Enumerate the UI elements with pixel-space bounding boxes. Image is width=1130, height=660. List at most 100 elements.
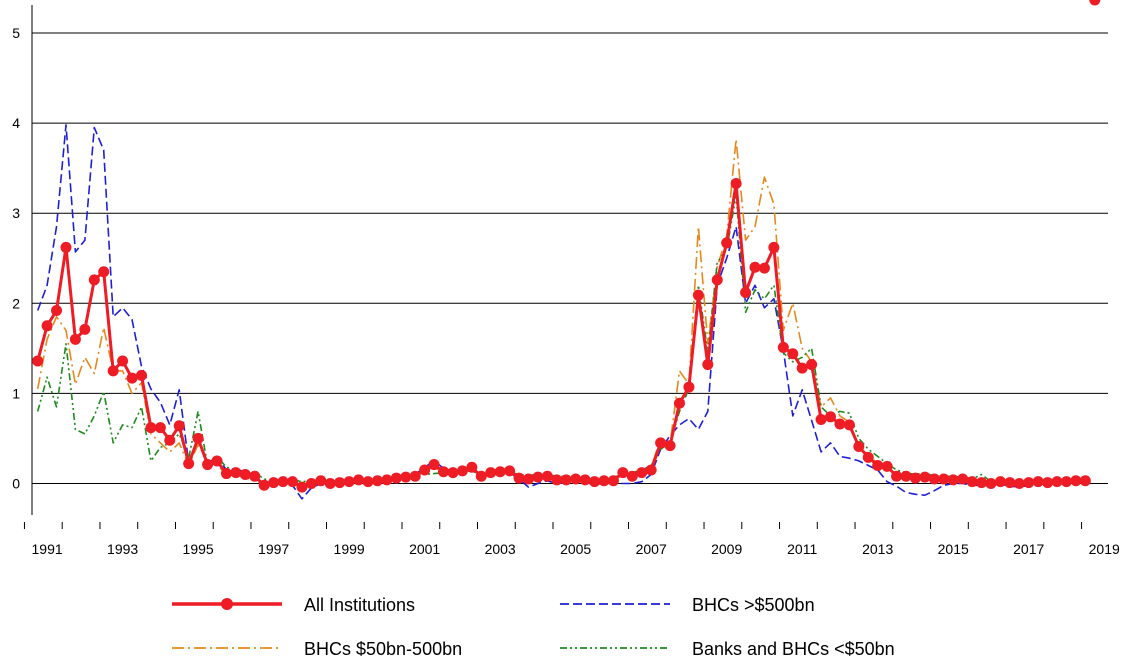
data-point bbox=[1051, 476, 1063, 488]
x-tick-label: 2001 bbox=[409, 541, 440, 557]
data-point bbox=[362, 476, 374, 488]
data-point bbox=[305, 477, 317, 489]
data-point bbox=[1023, 477, 1035, 489]
data-point bbox=[768, 241, 780, 253]
data-point bbox=[400, 471, 412, 483]
data-point bbox=[607, 475, 619, 487]
legend-label: BHCs >$500bn bbox=[692, 595, 815, 615]
data-point bbox=[447, 467, 459, 479]
data-point bbox=[843, 419, 855, 431]
data-point bbox=[815, 414, 827, 426]
data-point bbox=[164, 434, 176, 446]
x-tick-label: 1997 bbox=[258, 541, 289, 557]
data-point bbox=[796, 362, 808, 374]
data-point bbox=[825, 411, 837, 423]
data-point bbox=[721, 237, 733, 249]
x-tick-label: 1991 bbox=[32, 541, 63, 557]
data-point bbox=[390, 472, 402, 484]
data-point bbox=[428, 459, 440, 471]
data-point bbox=[32, 355, 44, 367]
data-point bbox=[787, 348, 799, 360]
data-point bbox=[277, 476, 289, 488]
data-point bbox=[626, 470, 638, 482]
y-tick-label: 5 bbox=[12, 25, 20, 41]
data-point bbox=[494, 466, 506, 478]
data-point bbox=[513, 472, 525, 484]
data-point bbox=[296, 481, 308, 493]
data-point bbox=[947, 474, 959, 486]
data-point bbox=[230, 467, 242, 479]
data-point bbox=[258, 479, 270, 491]
data-point bbox=[334, 477, 346, 489]
data-point bbox=[909, 472, 921, 484]
data-point bbox=[220, 468, 232, 480]
data-point bbox=[504, 465, 516, 477]
data-point bbox=[598, 475, 610, 487]
data-point bbox=[570, 473, 582, 485]
data-point bbox=[117, 355, 129, 367]
data-point bbox=[154, 422, 166, 434]
data-point bbox=[173, 420, 185, 432]
data-point bbox=[730, 177, 742, 189]
data-point bbox=[202, 459, 214, 471]
x-tick-label: 2015 bbox=[938, 541, 969, 557]
data-point bbox=[966, 476, 978, 488]
data-point bbox=[485, 467, 497, 479]
data-point bbox=[69, 333, 81, 345]
data-point bbox=[976, 477, 988, 489]
data-point bbox=[560, 474, 572, 486]
data-point bbox=[371, 475, 383, 487]
data-point bbox=[343, 476, 355, 488]
data-point bbox=[957, 473, 969, 485]
y-tick-label: 0 bbox=[12, 475, 20, 491]
x-tick-label: 1993 bbox=[107, 541, 138, 557]
x-tick-label: 2011 bbox=[787, 541, 817, 557]
data-point bbox=[475, 470, 487, 482]
data-point bbox=[589, 476, 601, 488]
data-point bbox=[834, 418, 846, 430]
data-point bbox=[315, 475, 327, 487]
data-point bbox=[211, 455, 223, 467]
data-point bbox=[79, 323, 91, 335]
x-tick-label: 2009 bbox=[711, 541, 742, 557]
data-point bbox=[324, 477, 336, 489]
data-point bbox=[1060, 476, 1072, 488]
x-tick-label: 2003 bbox=[485, 541, 516, 557]
data-point bbox=[579, 474, 591, 486]
series-layer bbox=[32, 0, 1101, 500]
data-point bbox=[683, 381, 695, 393]
data-point bbox=[758, 262, 770, 274]
y-tick-label: 1 bbox=[12, 385, 20, 401]
data-point bbox=[711, 274, 723, 286]
data-point bbox=[466, 461, 478, 473]
data-point bbox=[928, 473, 940, 485]
data-point bbox=[919, 471, 931, 483]
data-point bbox=[456, 465, 468, 477]
data-point bbox=[51, 304, 63, 316]
data-point bbox=[60, 241, 72, 253]
data-point bbox=[881, 460, 893, 472]
data-point bbox=[98, 266, 110, 278]
data-point bbox=[862, 451, 874, 463]
x-tick-label: 2017 bbox=[1013, 541, 1044, 557]
data-point bbox=[1079, 475, 1091, 487]
grid bbox=[32, 32, 1108, 484]
data-point bbox=[1013, 477, 1025, 489]
data-point bbox=[419, 464, 431, 476]
data-point bbox=[664, 440, 676, 452]
data-point bbox=[532, 471, 544, 483]
data-point bbox=[353, 474, 365, 486]
data-point bbox=[268, 477, 280, 489]
data-point bbox=[702, 359, 714, 371]
data-point bbox=[938, 473, 950, 485]
data-point bbox=[438, 466, 450, 478]
y-tick-label: 3 bbox=[12, 205, 20, 221]
data-point bbox=[994, 476, 1006, 488]
data-point bbox=[381, 474, 393, 486]
legend-label: All Institutions bbox=[304, 595, 415, 615]
data-point bbox=[853, 441, 865, 453]
data-point bbox=[541, 470, 553, 482]
x-tick-label: 2005 bbox=[560, 541, 591, 557]
data-point bbox=[135, 369, 147, 381]
